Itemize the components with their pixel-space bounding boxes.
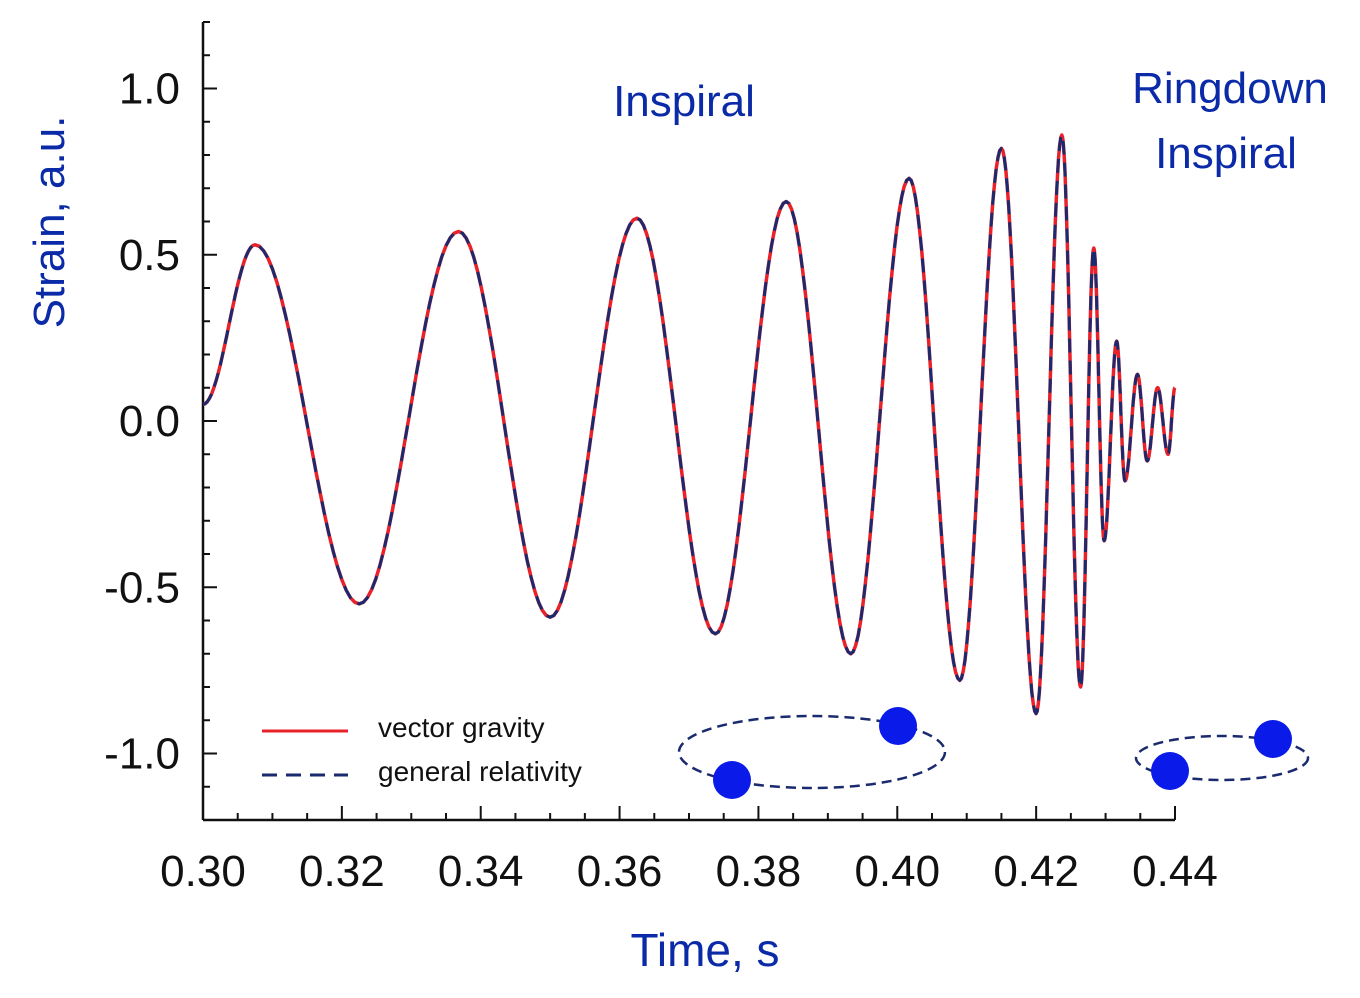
y-tick-label: -0.5 bbox=[104, 563, 180, 612]
ringdown-annotation: Ringdown bbox=[1132, 64, 1328, 113]
series-line-vector-gravity bbox=[202, 133, 1177, 716]
x-tick-label: 0.36 bbox=[577, 847, 663, 896]
x-tick-label: 0.32 bbox=[299, 847, 385, 896]
axes: 1.00.50.0-0.5-1.0 0.30 0.32 0.34 0.36 0.38 0.… bbox=[104, 21, 1218, 896]
inspiral-annotation-2: Inspiral bbox=[1155, 129, 1297, 178]
y-tick-label: 1.0 bbox=[119, 65, 180, 114]
x-axis-title: Time, s bbox=[630, 924, 779, 976]
x-tick-label: 0.42 bbox=[993, 847, 1079, 896]
legend-label-general-relativity: general relativity bbox=[378, 756, 582, 787]
inspiral-annotation: Inspiral bbox=[613, 77, 755, 126]
y-ticks: 1.0 0.5 0.0 -0.5 -1.0 bbox=[104, 21, 217, 821]
binary-orbit-illustration bbox=[677, 707, 1310, 799]
legend: vector gravity general relativity bbox=[262, 712, 582, 787]
orbit-ellipse-large bbox=[677, 714, 947, 790]
series-layer bbox=[202, 133, 1177, 716]
legend-label-vector-gravity: vector gravity bbox=[378, 712, 545, 743]
x-tick-label: 0.34 bbox=[438, 847, 524, 896]
series-line-general-relativity bbox=[202, 133, 1177, 716]
black-hole-dot bbox=[713, 761, 751, 799]
black-hole-dot bbox=[879, 707, 917, 745]
orbit-ellipse-small bbox=[1134, 734, 1310, 782]
black-hole-dot bbox=[1151, 752, 1189, 790]
x-tick-label: 0.38 bbox=[716, 847, 802, 896]
y-tick-label: -1.0 bbox=[104, 730, 180, 779]
x-tick-label: 0.40 bbox=[854, 847, 940, 896]
x-tick-label: 0.44 bbox=[1132, 847, 1218, 896]
x-ticks: 0.30 0.32 0.34 0.36 0.38 0.40 0.42 0.44 bbox=[160, 806, 1218, 896]
y-tick-label: 0.5 bbox=[119, 231, 180, 280]
y-axis-title: Strain, a.u. bbox=[25, 116, 74, 329]
x-tick-label: 0.30 bbox=[160, 847, 246, 896]
black-hole-dot bbox=[1254, 720, 1292, 758]
y-tick-label: 0.0 bbox=[119, 397, 180, 446]
